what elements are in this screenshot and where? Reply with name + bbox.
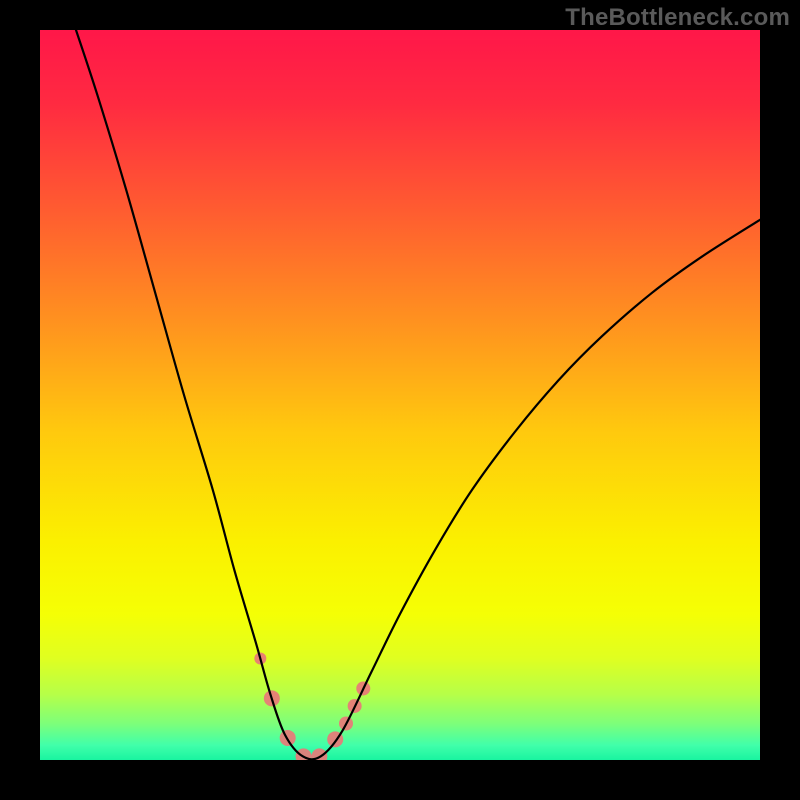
chart-container: TheBottleneck.com [0, 0, 800, 800]
heat-gradient-background [40, 30, 760, 760]
watermark-text: TheBottleneck.com [565, 4, 790, 32]
plot-area [40, 30, 760, 760]
